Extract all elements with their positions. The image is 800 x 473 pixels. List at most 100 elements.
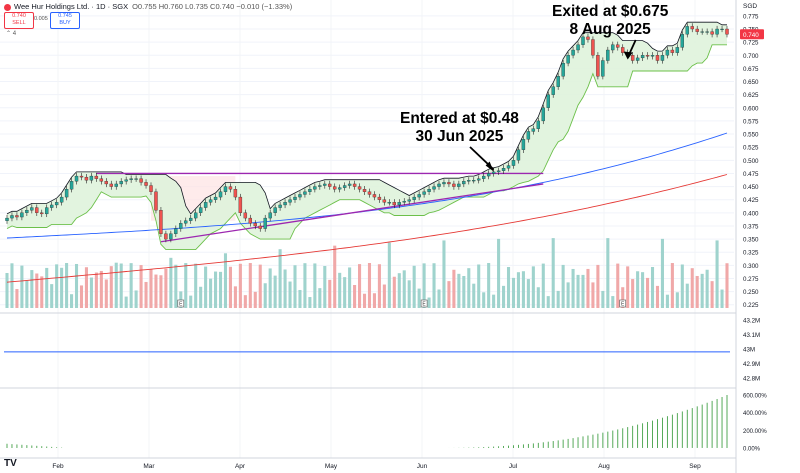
candle-body xyxy=(491,171,496,174)
volume-bar xyxy=(10,263,14,308)
volume-bar xyxy=(94,272,98,308)
volume-bar xyxy=(154,274,158,308)
volume-bar xyxy=(15,289,19,308)
volume-bar xyxy=(233,286,237,308)
volume-bar xyxy=(149,269,153,308)
event-marker-label: E xyxy=(179,302,183,308)
candle-body xyxy=(268,212,272,219)
candle-body xyxy=(516,149,521,161)
candle-body xyxy=(417,194,421,198)
channel-bottom-line xyxy=(160,183,544,243)
volume-bar xyxy=(283,269,287,308)
candle-body xyxy=(278,204,282,208)
volume-bar xyxy=(695,275,699,308)
candle-body xyxy=(40,212,44,215)
candle-body xyxy=(412,196,416,200)
volume-bar xyxy=(89,277,93,308)
buy-button[interactable]: 0.745 BUY xyxy=(50,12,80,29)
candle-body xyxy=(630,55,635,61)
candle-body xyxy=(397,202,401,206)
candle-body xyxy=(521,139,526,150)
volume-bar xyxy=(328,279,332,308)
price-tick-label: 0.675 xyxy=(743,66,759,73)
candle-body xyxy=(536,120,540,129)
candle-body xyxy=(164,233,168,240)
volume-bar xyxy=(318,288,322,308)
candle-body xyxy=(616,44,620,48)
volume-bar xyxy=(194,263,198,308)
volume-bar xyxy=(358,264,362,308)
volume-bar xyxy=(432,263,436,308)
volume-bar xyxy=(601,290,605,308)
candle-body xyxy=(472,180,476,182)
volume-bar xyxy=(556,290,560,308)
candle-body xyxy=(680,34,684,48)
sell-label: SELL xyxy=(12,20,26,26)
candle-body xyxy=(675,47,680,53)
price-tick-label: 0.325 xyxy=(743,250,759,257)
candle-body xyxy=(690,26,694,30)
candle-body xyxy=(89,175,94,181)
entry-annotation: Entered at $0.48 30 Jun 2025 xyxy=(400,110,519,146)
volume-bar xyxy=(104,279,108,308)
candle-body xyxy=(635,57,640,61)
candle-body xyxy=(248,217,252,224)
volume-bar xyxy=(581,274,585,308)
candle-body xyxy=(134,178,138,180)
volume-bar xyxy=(134,290,138,308)
collapse-chevron-icon[interactable]: ⌃ 4 xyxy=(6,31,17,37)
volume-bar xyxy=(189,295,193,308)
volume-bar xyxy=(184,263,188,308)
candle-body xyxy=(298,194,302,198)
volume-bar xyxy=(487,263,491,308)
candle-body xyxy=(715,28,719,35)
volume-bar xyxy=(109,266,113,308)
candle-body xyxy=(74,175,79,182)
volume-bar xyxy=(338,272,342,308)
volume-bar xyxy=(616,263,620,308)
candle-body xyxy=(293,196,297,200)
exit-annotation: Exited at $0.675 8 Aug 2025 xyxy=(552,3,668,39)
volume-bar xyxy=(467,268,471,308)
volume-bar xyxy=(541,263,545,308)
volume-bar xyxy=(596,264,600,308)
volume-bar xyxy=(621,287,625,308)
volume-bar xyxy=(204,266,208,308)
volume-bar xyxy=(253,291,257,308)
volume-bar xyxy=(124,296,128,308)
candle-body xyxy=(705,31,709,33)
candle-body xyxy=(427,189,431,192)
volume-bar xyxy=(576,274,580,308)
ma-red-line xyxy=(6,174,728,283)
volume-bar xyxy=(546,296,550,308)
candle-body xyxy=(79,175,84,178)
volume-bar xyxy=(611,296,615,308)
sell-price: 0.740 xyxy=(12,13,26,19)
candle-body xyxy=(243,212,248,219)
volume-bar xyxy=(571,268,575,308)
volume-bar xyxy=(675,292,679,308)
volume-bar xyxy=(382,284,386,308)
volume-bar xyxy=(35,273,39,308)
candle-body xyxy=(452,183,456,187)
volume-tick-label: 42.8M xyxy=(743,375,760,382)
candle-body xyxy=(174,228,178,234)
price-tick-label: 0.450 xyxy=(743,184,759,191)
candle-body xyxy=(54,202,59,206)
volume-bar xyxy=(308,297,312,308)
sell-button[interactable]: 0.740 SELL xyxy=(4,12,34,29)
volume-bar xyxy=(169,257,173,308)
candle-body xyxy=(313,186,317,190)
indicator-panels xyxy=(0,312,736,459)
volume-bar xyxy=(159,275,163,308)
candle-body xyxy=(208,199,213,203)
volume-bar xyxy=(392,276,396,308)
candle-body xyxy=(203,202,208,208)
price-tick-label: 0.375 xyxy=(743,223,759,230)
candle-body xyxy=(670,49,675,53)
event-marker-e xyxy=(619,299,627,308)
price-tick-label: 0.500 xyxy=(743,158,759,165)
symbol-title[interactable]: Wee Hur Holdings Ltd. · 1D · SGX xyxy=(14,2,129,11)
candle-body xyxy=(169,233,173,240)
